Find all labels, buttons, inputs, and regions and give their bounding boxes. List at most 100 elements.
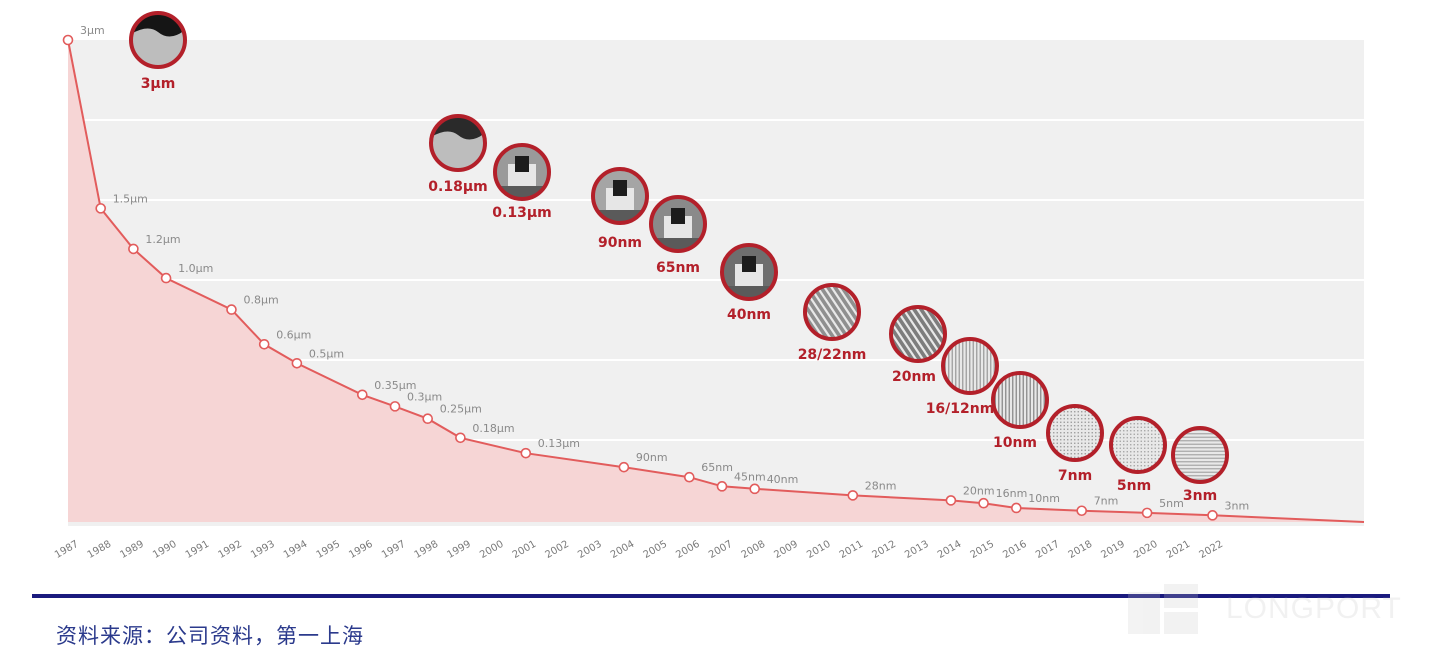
x-tick-label: 1998 (413, 539, 441, 561)
data-point (226, 304, 237, 315)
node-border (991, 371, 1049, 429)
source-note: 资料来源：公司资料，第一上海 (56, 624, 364, 648)
watermark: LONGPORT (1128, 584, 1402, 634)
node-border (429, 114, 487, 172)
point-label: 45nm (734, 470, 766, 483)
data-point (683, 471, 695, 483)
data-point (1207, 510, 1218, 521)
x-tick-label: 2012 (870, 539, 898, 561)
node-label: 3nm (1183, 488, 1217, 504)
process-node-images: 3μm0.18μm0.13μm90nm65nm40nm28/22nm20nm16… (129, 11, 1229, 504)
x-tick-label: 1995 (315, 539, 343, 561)
x-tick-label: 2022 (1197, 539, 1225, 561)
point-label: 10nm (1028, 492, 1060, 505)
x-tick-label: 1991 (184, 539, 212, 561)
point-label: 90nm (636, 451, 668, 464)
data-points (62, 34, 1218, 521)
data-point (422, 413, 434, 425)
point-label: 65nm (701, 461, 733, 474)
node-border (941, 337, 999, 395)
point-label: 40nm (767, 473, 799, 486)
node-image (132, 14, 184, 66)
data-point (95, 203, 106, 214)
x-tick-label: 2019 (1099, 539, 1127, 561)
data-point (291, 357, 303, 369)
x-tick-label: 1989 (118, 539, 146, 561)
watermark-text: LONGPORT (1226, 592, 1402, 625)
process-node: 28/22nm (798, 283, 867, 363)
node-image (1174, 429, 1226, 481)
x-tick-label: 1999 (445, 539, 473, 561)
node-border (649, 195, 707, 253)
node-label: 40nm (727, 307, 771, 323)
point-label: 0.6μm (276, 328, 311, 341)
node-label: 3μm (141, 76, 176, 92)
x-tick-label: 2009 (772, 539, 800, 561)
process-node: 65nm (649, 195, 707, 276)
point-label: 0.8μm (244, 294, 279, 307)
x-tick-label: 2017 (1034, 539, 1062, 561)
node-border (720, 243, 778, 301)
x-tick-label: 2011 (838, 539, 866, 561)
data-point (356, 389, 368, 401)
x-tick-label: 1988 (86, 539, 114, 561)
x-tick-label: 1996 (347, 539, 375, 561)
data-point (847, 490, 859, 501)
data-point (749, 483, 761, 495)
node-label: 7nm (1058, 468, 1092, 484)
point-label: 20nm (963, 484, 995, 497)
process-node: 0.18μm (428, 114, 488, 195)
point-label: 0.25μm (440, 403, 482, 416)
process-node: 10nm (991, 371, 1049, 451)
point-label: 3nm (1225, 499, 1250, 512)
footer-rule (32, 594, 1390, 598)
process-node: 90nm (591, 167, 649, 251)
point-label: 7nm (1094, 495, 1119, 508)
x-tick-label: 2005 (642, 539, 670, 561)
x-tick-label: 2001 (511, 539, 539, 561)
x-tick-label: 2013 (903, 539, 931, 561)
x-tick-label: 2018 (1067, 539, 1095, 561)
data-point (618, 461, 630, 473)
data-point (716, 481, 728, 492)
data-point (62, 34, 74, 46)
x-tick-label: 2006 (674, 539, 702, 561)
x-tick-label: 2008 (740, 539, 768, 561)
point-labels: 3μm1.5μm1.2μm1.0μm0.8μm0.6μm0.5μm0.35μm0… (80, 24, 1249, 512)
data-point (1010, 502, 1022, 514)
data-point (945, 495, 957, 506)
point-label: 1.5μm (113, 192, 148, 205)
x-tick-label: 1993 (249, 539, 277, 561)
node-label: 10nm (993, 435, 1037, 451)
x-tick-label: 2015 (969, 539, 997, 561)
process-node: 3nm (1171, 426, 1229, 504)
watermark-logo (1128, 584, 1198, 634)
node-label: 5nm (1117, 478, 1151, 494)
node-border (1109, 416, 1167, 474)
area-fill (68, 40, 1364, 522)
node-border (889, 305, 947, 363)
node-image (806, 286, 858, 338)
process-node: 16/12nm (926, 337, 999, 417)
data-point (520, 447, 532, 459)
data-point (1076, 505, 1087, 517)
process-node-chart: 3μm1.5μm1.2μm1.0μm0.8μm0.6μm0.5μm0.35μm0… (53, 11, 1365, 561)
process-node: 40nm (720, 243, 778, 323)
node-label: 20nm (892, 369, 936, 385)
data-point (1141, 507, 1153, 519)
x-tick-label: 2014 (936, 539, 964, 561)
x-tick-label: 2020 (1132, 539, 1160, 561)
x-tick-label: 1987 (53, 539, 81, 561)
x-tick-label: 2016 (1001, 539, 1029, 561)
node-image (432, 117, 484, 169)
data-point (978, 497, 989, 509)
data-point (258, 339, 270, 350)
data-point (128, 243, 139, 255)
node-border (1046, 404, 1104, 462)
x-tick-label: 1997 (380, 539, 408, 561)
point-label: 0.18μm (472, 422, 514, 435)
point-label: 1.0μm (178, 262, 213, 275)
point-label: 0.35μm (374, 379, 416, 392)
x-tick-label: 2000 (478, 539, 506, 561)
node-label: 28/22nm (798, 347, 867, 363)
